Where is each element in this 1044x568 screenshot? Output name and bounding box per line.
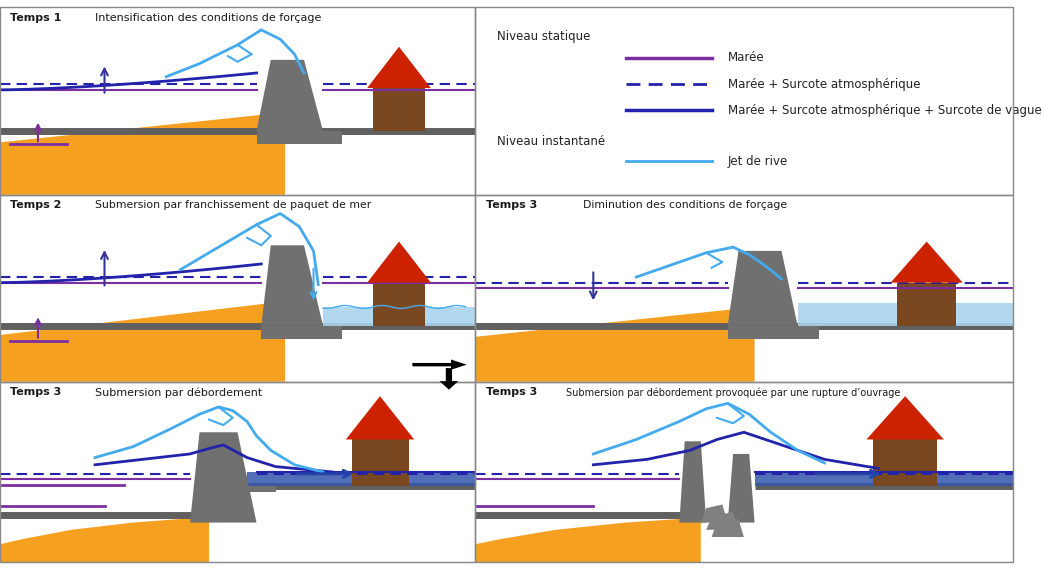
Polygon shape: [867, 396, 944, 440]
Text: Submersion par débordement provoquée par une rupture d’ouvrage: Submersion par débordement provoquée par…: [567, 387, 901, 398]
Text: Submersion par débordement: Submersion par débordement: [95, 387, 262, 398]
Text: Jet de rive: Jet de rive: [728, 154, 788, 168]
Polygon shape: [0, 515, 209, 562]
Polygon shape: [798, 303, 1013, 325]
Bar: [373, 283, 425, 325]
Polygon shape: [190, 432, 257, 523]
Polygon shape: [367, 241, 431, 283]
Text: Temps 3: Temps 3: [485, 201, 537, 210]
Polygon shape: [0, 302, 285, 382]
Text: Diminution des conditions de forçage: Diminution des conditions de forçage: [583, 201, 787, 210]
Bar: [897, 283, 956, 325]
Polygon shape: [257, 131, 342, 144]
Bar: [873, 440, 938, 486]
Text: Marée + Surcote atmosphérique: Marée + Surcote atmosphérique: [728, 78, 920, 91]
Polygon shape: [346, 396, 414, 440]
Polygon shape: [247, 472, 475, 486]
Polygon shape: [475, 307, 755, 382]
Polygon shape: [728, 454, 755, 523]
Polygon shape: [755, 472, 1013, 486]
Polygon shape: [0, 112, 285, 195]
Bar: [352, 440, 408, 486]
Polygon shape: [238, 486, 276, 492]
Polygon shape: [257, 60, 323, 131]
Polygon shape: [728, 325, 820, 339]
Polygon shape: [680, 441, 706, 523]
Polygon shape: [701, 504, 728, 523]
Polygon shape: [367, 47, 431, 88]
Polygon shape: [323, 307, 475, 325]
Text: Temps 3: Temps 3: [485, 387, 537, 397]
Text: Submersion par franchissement de paquet de mer: Submersion par franchissement de paquet …: [95, 201, 372, 210]
Polygon shape: [261, 325, 342, 339]
Polygon shape: [706, 512, 738, 530]
Text: Niveau statique: Niveau statique: [497, 30, 590, 43]
Text: Temps 3: Temps 3: [9, 387, 61, 397]
Text: Intensification des conditions de forçage: Intensification des conditions de forçag…: [95, 13, 322, 23]
Bar: [373, 88, 425, 131]
Polygon shape: [712, 519, 743, 537]
Polygon shape: [728, 251, 798, 325]
Polygon shape: [261, 245, 323, 325]
Text: Temps 1: Temps 1: [9, 13, 61, 23]
Text: Temps 2: Temps 2: [9, 201, 61, 210]
Text: Marée + Surcote atmosphérique + Surcote de vague: Marée + Surcote atmosphérique + Surcote …: [728, 104, 1042, 117]
Text: Niveau instantané: Niveau instantané: [497, 135, 604, 148]
Polygon shape: [475, 515, 701, 562]
Text: Marée: Marée: [728, 52, 764, 65]
Polygon shape: [891, 241, 963, 283]
